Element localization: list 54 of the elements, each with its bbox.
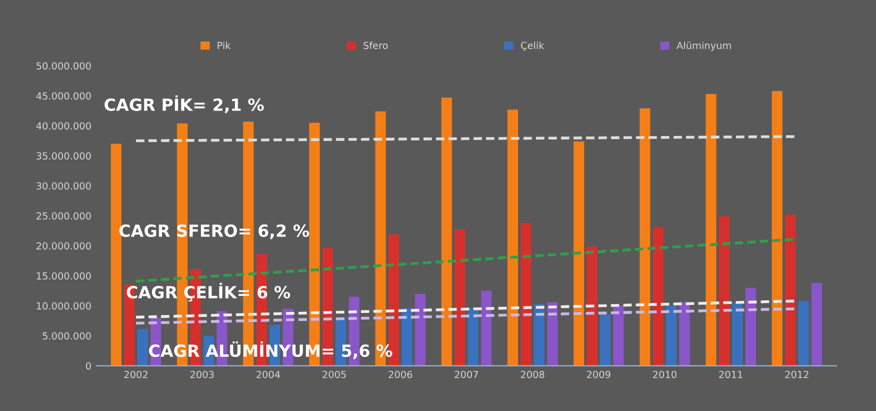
bar bbox=[586, 246, 598, 366]
x-tick-label: 2011 bbox=[719, 370, 742, 378]
bar bbox=[137, 329, 148, 366]
bar bbox=[520, 222, 532, 366]
bar bbox=[534, 304, 544, 366]
y-tick-label: 10.000.000 bbox=[36, 302, 91, 310]
bar bbox=[468, 308, 478, 366]
bar bbox=[600, 314, 611, 366]
x-tick-label: 2012 bbox=[785, 370, 808, 378]
y-tick-label: 50.000.000 bbox=[36, 62, 91, 70]
legend-label: Çelik bbox=[521, 42, 544, 51]
y-tick-label: 45.000.000 bbox=[36, 92, 91, 100]
x-tick-label: 2004 bbox=[256, 370, 280, 378]
y-tick-label: 20.000.000 bbox=[36, 242, 91, 250]
x-tick-label: 2005 bbox=[322, 370, 346, 378]
bar bbox=[414, 294, 426, 366]
bar bbox=[798, 300, 809, 366]
x-tick-label: 2007 bbox=[454, 370, 478, 378]
bar bbox=[666, 306, 677, 366]
bar bbox=[718, 216, 730, 366]
x-tick-label: 2009 bbox=[586, 370, 610, 378]
x-tick-label: 2010 bbox=[653, 370, 676, 378]
bar bbox=[745, 288, 756, 366]
bar bbox=[732, 302, 743, 366]
bar bbox=[481, 290, 492, 366]
x-tick-label: 2008 bbox=[520, 370, 544, 378]
bar bbox=[613, 306, 624, 366]
bar bbox=[441, 98, 452, 366]
x-tick-label: 2006 bbox=[388, 370, 412, 378]
y-tick-label: 30.000.000 bbox=[36, 182, 91, 190]
bar bbox=[785, 214, 796, 366]
bar bbox=[454, 228, 466, 366]
y-tick-label: 5.000.000 bbox=[42, 332, 91, 340]
legend-label: Sfero bbox=[364, 42, 388, 50]
x-tick-label: 2003 bbox=[190, 370, 214, 378]
bar bbox=[652, 227, 664, 366]
legend-label: Pik bbox=[218, 42, 231, 49]
bar bbox=[507, 110, 518, 366]
x-tick-label: 2002 bbox=[124, 370, 148, 378]
bar bbox=[679, 302, 690, 366]
bar bbox=[547, 302, 558, 366]
bar bbox=[772, 90, 782, 366]
bar bbox=[402, 308, 412, 366]
y-tick-label: 0 bbox=[86, 362, 91, 370]
legend-label: Alüminyum bbox=[676, 42, 731, 52]
y-tick-label: 40.000.000 bbox=[36, 122, 91, 130]
annotation: CAGR PİK= 2,1 % bbox=[104, 95, 264, 114]
y-tick-label: 15.000.000 bbox=[36, 272, 91, 280]
bar bbox=[640, 108, 650, 366]
bar bbox=[574, 141, 584, 366]
bar bbox=[811, 282, 822, 366]
y-tick-label: 35.000.000 bbox=[36, 152, 91, 160]
bar bbox=[706, 94, 716, 366]
y-tick-label: 25.000.000 bbox=[36, 212, 91, 220]
